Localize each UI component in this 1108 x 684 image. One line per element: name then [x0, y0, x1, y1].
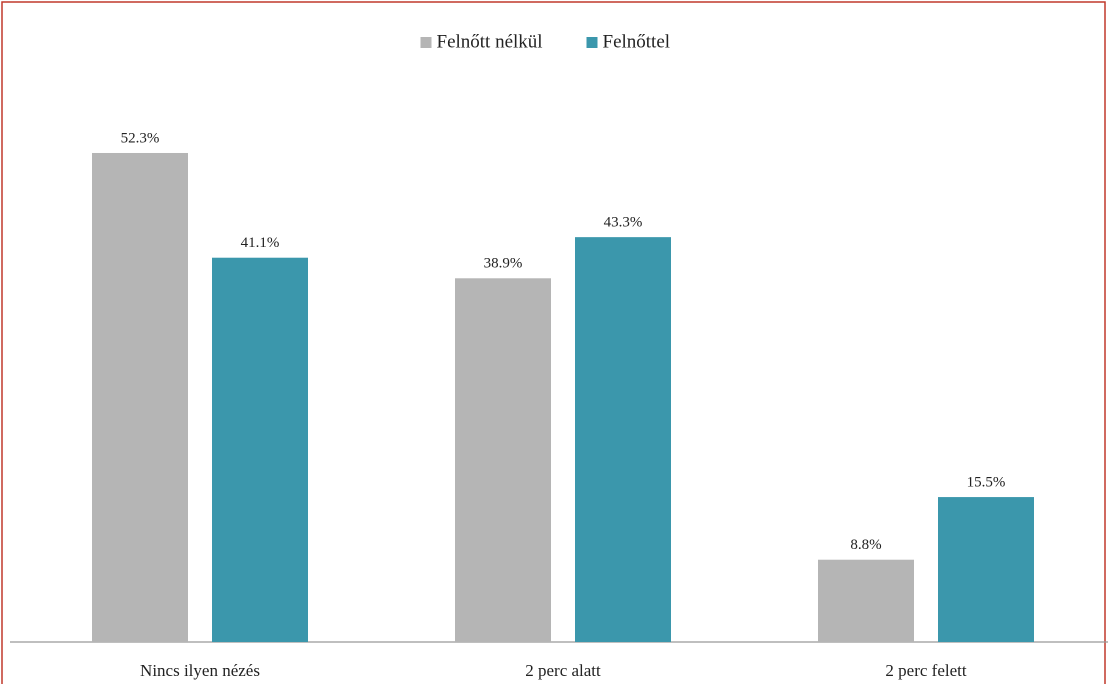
legend-swatch [586, 37, 598, 48]
value-label: 8.8% [850, 537, 881, 553]
legend-label: Felnőttel [603, 31, 671, 52]
bar [818, 559, 914, 642]
bar [212, 257, 308, 642]
value-label: 41.1% [241, 235, 280, 251]
bar [938, 497, 1034, 642]
x-tick-label: 2 perc alatt [525, 661, 601, 680]
legend-swatch [420, 37, 432, 48]
bar [92, 152, 188, 642]
x-tick-label: Nincs ilyen nézés [140, 661, 260, 680]
bar [455, 278, 551, 642]
value-label: 38.9% [484, 256, 523, 272]
legend-label: Felnőtt nélkül [437, 31, 543, 52]
value-label: 43.3% [604, 215, 643, 231]
x-tick-label: 2 perc felett [885, 661, 966, 680]
value-label: 15.5% [967, 475, 1006, 491]
bar [575, 237, 671, 642]
value-label: 52.3% [121, 130, 160, 146]
